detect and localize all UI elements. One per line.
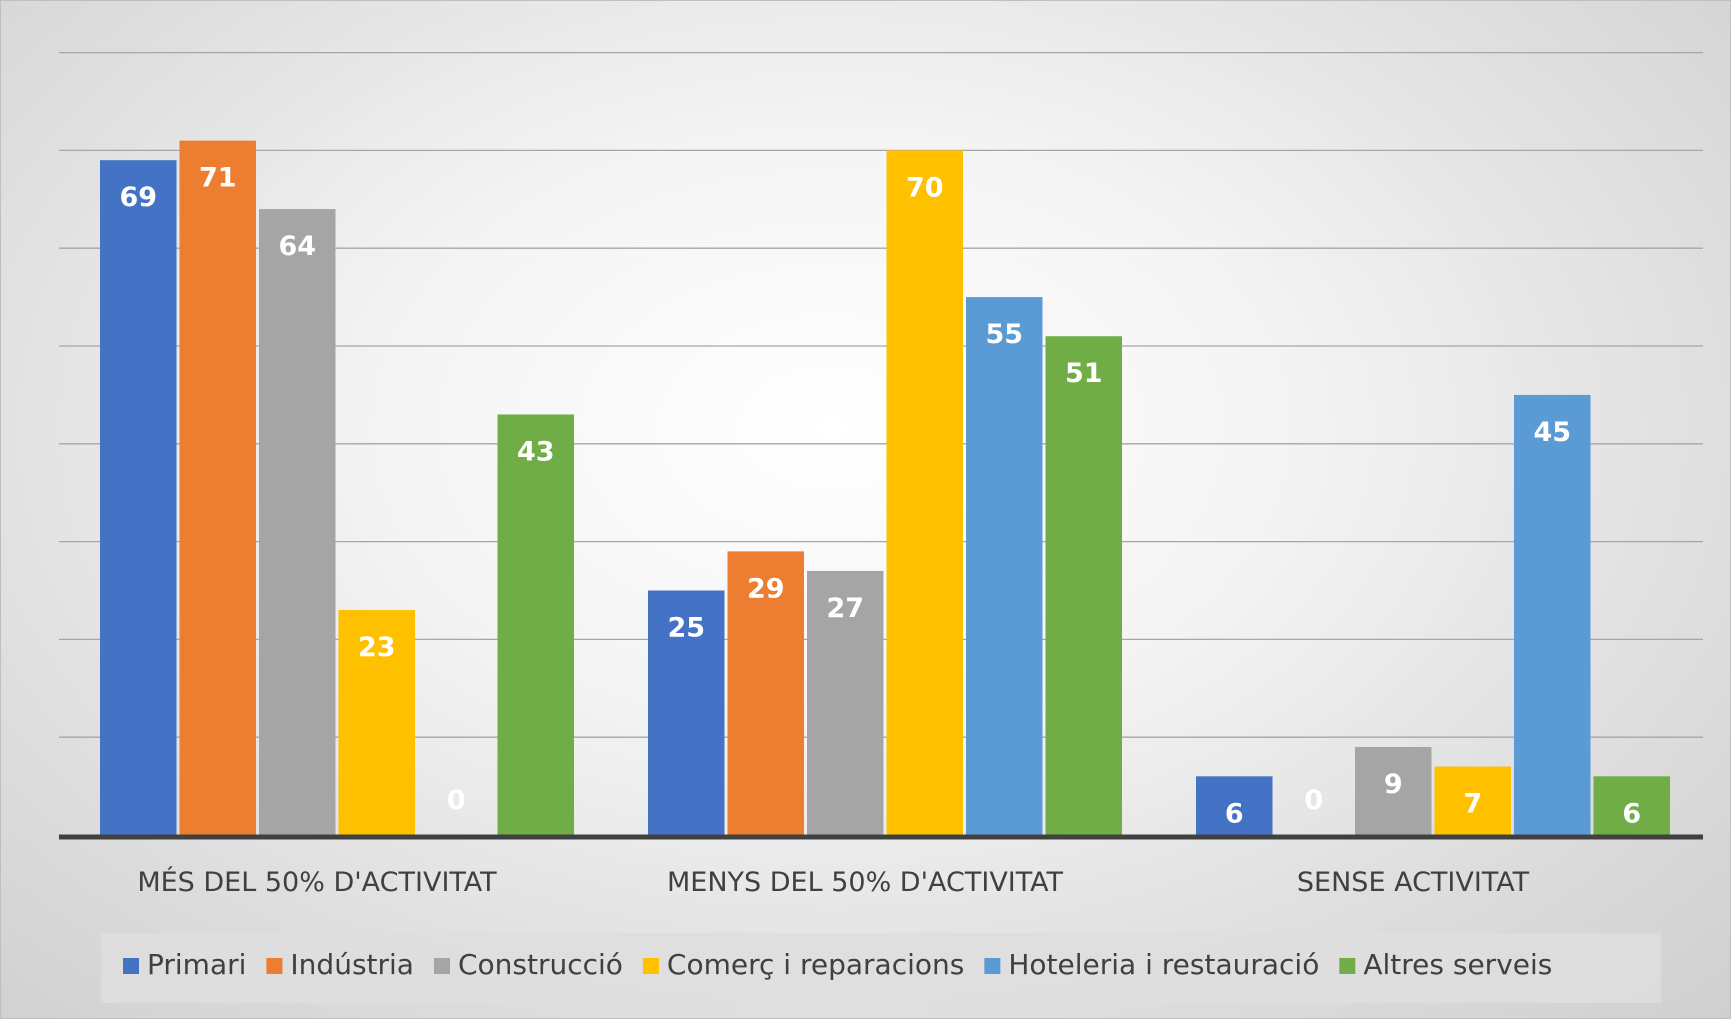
bar (807, 570, 884, 835)
bar (1355, 746, 1432, 835)
data-label: 69 (119, 182, 157, 213)
data-label: 23 (358, 632, 396, 663)
bar (497, 414, 574, 835)
data-label: 55 (985, 319, 1023, 350)
legend: Primari Indústria Construcció Comerç i repa… (101, 933, 1661, 1003)
data-label: 51 (1065, 358, 1103, 389)
bar (727, 551, 804, 835)
legend-background (101, 933, 1661, 1003)
bar (1593, 776, 1670, 835)
legend-label: Indústria (290, 948, 414, 981)
bar (1045, 336, 1122, 835)
bar (1514, 394, 1591, 835)
bar (1196, 776, 1273, 835)
bar (100, 160, 177, 835)
data-label: 6 (1622, 798, 1641, 829)
data-labels: 69 71 64 23 0 43 25 29 27 70 55 51 6 0 9 7 45 6 (119, 163, 1641, 830)
data-label: 7 (1463, 789, 1482, 820)
data-label: 70 (906, 172, 944, 203)
bar (1434, 766, 1511, 835)
data-label: 25 (667, 613, 705, 644)
legend-label: Altres serveis (1363, 948, 1552, 981)
category-label: MÉS DEL 50% D'ACTIVITAT (137, 866, 497, 898)
data-label: 64 (278, 231, 316, 262)
bars (100, 140, 1670, 836)
data-label: 29 (747, 573, 785, 604)
data-label: 0 (447, 785, 466, 816)
bar (259, 209, 336, 835)
legend-swatch (123, 958, 139, 974)
legend-swatch (266, 958, 283, 974)
legend-swatch (984, 958, 1001, 974)
category-axis-labels: MÉS DEL 50% D'ACTIVITAT MENYS DEL 50% D'A… (137, 866, 1529, 898)
bar (179, 140, 256, 835)
data-label: 43 (517, 436, 555, 467)
bar (886, 150, 963, 835)
data-label: 6 (1225, 798, 1244, 829)
data-label: 27 (826, 593, 864, 624)
legend-swatch (433, 958, 450, 974)
bar (648, 590, 725, 835)
data-label: 0 (1304, 785, 1323, 816)
category-label: MENYS DEL 50% D'ACTIVITAT (667, 867, 1064, 898)
bar (966, 297, 1043, 836)
legend-swatch (1339, 958, 1356, 974)
data-label: 9 (1384, 769, 1403, 800)
legend-label: Primari (147, 948, 246, 981)
data-label: 45 (1533, 417, 1571, 448)
legend-swatch (642, 958, 659, 974)
bar (338, 610, 415, 835)
legend-label: Comerç i reparacions (667, 948, 964, 981)
legend-label: Construcció (458, 948, 623, 981)
legend-label: Hoteleria i restauració (1008, 948, 1319, 981)
data-label: 71 (199, 163, 237, 194)
category-label: SENSE ACTIVITAT (1297, 867, 1530, 898)
